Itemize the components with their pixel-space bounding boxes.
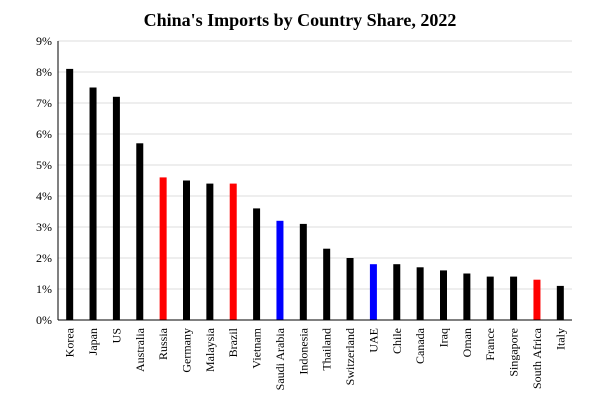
bar-chile [393, 264, 401, 320]
x-category-label: Italy [553, 328, 567, 350]
x-category-label: Japan [86, 328, 100, 355]
x-category-label: Australia [133, 327, 147, 372]
bar-indonesia [299, 223, 307, 320]
y-tick-label: 8% [36, 65, 52, 79]
x-category-label: South Africa [530, 327, 544, 389]
x-category-label: Korea [63, 327, 77, 357]
bar-thailand [323, 248, 331, 320]
bar-us [112, 96, 120, 320]
x-category-label: Vietnam [250, 327, 264, 368]
chart-title: China's Imports by Country Share, 2022 [144, 10, 457, 30]
y-tick-label: 0% [36, 313, 52, 327]
bar-oman [463, 273, 471, 320]
y-tick-label: 1% [36, 282, 52, 296]
y-tick-label: 7% [36, 96, 52, 110]
y-tick-label: 6% [36, 127, 52, 141]
x-category-label: Indonesia [296, 327, 310, 374]
x-category-label: Germany [180, 328, 194, 373]
x-category-label: US [109, 328, 123, 343]
x-category-label: Thailand [320, 328, 334, 371]
x-category-label: France [483, 328, 497, 361]
bar-south-africa [533, 279, 541, 320]
x-category-label: Saudi Arabia [273, 327, 287, 390]
bar-switzerland [346, 258, 354, 320]
y-tick-label: 4% [36, 189, 52, 203]
x-category-label: Chile [390, 328, 404, 354]
bar-korea [66, 68, 74, 321]
bar-germany [183, 180, 190, 320]
bar-italy [556, 285, 564, 320]
bar-canada [416, 267, 424, 320]
x-category-label: Malaysia [203, 327, 217, 372]
x-category-label: Oman [460, 328, 474, 357]
y-tick-label: 2% [36, 251, 52, 265]
bar-malaysia [206, 183, 214, 320]
bar-saudi-arabia [276, 220, 284, 320]
y-tick-label: 9% [36, 34, 52, 48]
y-axis-ticks: 0% 1% 2% 3% 4% 5% 6% 7% 8% 9% [36, 34, 52, 327]
bar-singapore [510, 276, 518, 320]
bar-russia [159, 177, 167, 320]
y-tick-label: 3% [36, 220, 52, 234]
x-category-label: UAE [366, 328, 380, 353]
x-category-label: Iraq [437, 328, 451, 347]
x-category-label: Russia [156, 327, 170, 360]
bar-japan [89, 87, 97, 320]
x-category-label: Singapore [507, 328, 521, 377]
bar-vietnam [253, 208, 261, 320]
x-axis-labels: Korea Japan US Australia Russia Germany Malays… [63, 327, 568, 390]
bar-uae [369, 264, 377, 320]
x-category-label: Switzerland [343, 328, 357, 385]
x-category-label: Brazil [226, 327, 240, 357]
bar-iraq [440, 270, 447, 320]
x-category-label: Canada [413, 327, 427, 364]
grid-layer [58, 40, 572, 290]
y-tick-label: 5% [36, 158, 52, 172]
bar-australia [136, 143, 144, 320]
bar-brazil [229, 183, 237, 320]
bar-france [486, 276, 494, 320]
bars-layer [66, 68, 564, 321]
